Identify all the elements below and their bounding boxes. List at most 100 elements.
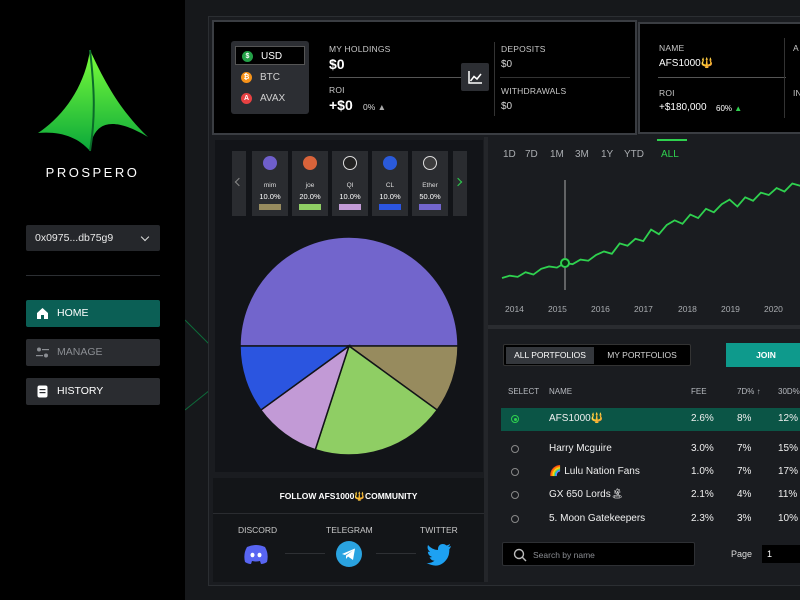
col-select: SELECT xyxy=(508,387,540,396)
token-percent: 10.0% xyxy=(259,192,281,201)
twitter-label: TWITTER xyxy=(420,525,458,535)
tab-my-portfolios[interactable]: MY PORTFOLIOS xyxy=(607,350,677,360)
token-color-swatch xyxy=(339,204,361,210)
community-divider xyxy=(213,513,484,514)
range-active-indicator xyxy=(657,139,687,141)
my-holdings-label: MY HOLDINGS xyxy=(329,44,391,54)
token-percent: 10.0% xyxy=(379,192,401,201)
scroll-left-button[interactable] xyxy=(232,151,246,216)
row-fee: 2.6% xyxy=(691,413,714,424)
discord-label: DISCORD xyxy=(238,525,278,535)
table-row[interactable]: 5. Moon Gatekeepers 2.3% 3% 10% xyxy=(501,508,800,531)
currency-avax-label: AVAX xyxy=(260,93,286,104)
token-card-mim[interactable]: mim 10.0% xyxy=(252,151,288,216)
token-card-ether[interactable]: Ether 50.0% xyxy=(412,151,448,216)
sliders-icon xyxy=(36,347,49,358)
search-input[interactable] xyxy=(533,547,688,562)
tab-all-portfolios[interactable]: ALL PORTFOLIOS xyxy=(506,347,594,364)
panel-separator xyxy=(484,137,488,582)
roi-label: ROI xyxy=(329,85,345,95)
currency-usd-label: USD xyxy=(261,51,283,62)
col-30d[interactable]: 30D% xyxy=(778,387,800,396)
token-card-cl[interactable]: CL 10.0% xyxy=(372,151,408,216)
row-radio[interactable] xyxy=(511,415,519,423)
deposits-divider xyxy=(500,77,630,78)
performance-series-line xyxy=(501,182,800,279)
triangle-up-icon: ▲ xyxy=(734,104,743,113)
search-icon xyxy=(513,548,527,562)
pf-divider xyxy=(658,77,786,78)
range-all[interactable]: ALL xyxy=(661,149,679,160)
pie-slice-cl xyxy=(239,345,352,412)
range-ytd[interactable]: YTD xyxy=(624,149,644,160)
twitter-icon[interactable] xyxy=(425,540,453,568)
currency-btc-label: BTC xyxy=(260,72,280,83)
discord-icon[interactable] xyxy=(242,540,270,568)
token-card-joe[interactable]: joe 20.0% xyxy=(292,151,328,216)
row-7d: 8% xyxy=(737,413,752,424)
table-row[interactable]: 🌈 Lulu Nation Fans 1.0% 7% 17% xyxy=(501,461,800,484)
chevron-left-icon xyxy=(234,177,244,187)
token-color-swatch xyxy=(419,204,441,210)
row-7d: 7% xyxy=(737,443,752,454)
mim-icon xyxy=(263,156,277,170)
roi-percent: 0% ▲ xyxy=(363,102,387,112)
currency-usd[interactable]: $ USD xyxy=(235,46,305,65)
col-7d[interactable]: 7D% ↑ xyxy=(737,387,761,396)
currency-avax[interactable]: A AVAX xyxy=(235,89,305,108)
x-tick: 2016 xyxy=(591,304,610,314)
chart-toggle-button[interactable] xyxy=(461,63,489,91)
chart-divider xyxy=(488,325,800,329)
col-fee[interactable]: FEE xyxy=(691,387,707,396)
nav-history[interactable]: HISTORY xyxy=(26,378,160,405)
allocation-pie-chart xyxy=(239,236,459,456)
page-input[interactable]: 1 xyxy=(762,545,800,563)
qi-icon xyxy=(343,156,357,170)
token-percent: 50.0% xyxy=(419,192,441,201)
holdings-separator xyxy=(494,42,495,116)
range-1d[interactable]: 1D xyxy=(503,149,516,160)
telegram-label: TELEGRAM xyxy=(326,525,373,535)
row-radio[interactable] xyxy=(511,491,519,499)
nav-home[interactable]: HOME xyxy=(26,300,160,327)
deposits-label: DEPOSITS xyxy=(501,44,546,54)
currency-btc[interactable]: ₿ BTC xyxy=(235,68,305,87)
join-button[interactable]: JOIN xyxy=(726,343,800,367)
token-card-qi[interactable]: QI 10.0% xyxy=(332,151,368,216)
token-color-swatch xyxy=(259,204,281,210)
token-name: CL xyxy=(385,182,395,189)
deposits-value: $0 xyxy=(501,59,513,70)
telegram-icon[interactable] xyxy=(335,540,363,568)
sidebar: PROSPERO 0x0975...db75g9 HOME MANAGE HIS… xyxy=(0,0,185,600)
pf-roi-percent: 60% ▲ xyxy=(716,104,743,113)
wallet-selector[interactable]: 0x0975...db75g9 xyxy=(26,225,160,251)
portfolio-card xyxy=(638,22,800,134)
row-radio[interactable] xyxy=(511,468,519,476)
table-row[interactable]: Harry Mcguire 3.0% 7% 15% xyxy=(501,438,800,461)
joe-icon xyxy=(303,156,317,170)
wallet-address: 0x0975...db75g9 xyxy=(35,232,114,244)
row-7d: 3% xyxy=(737,513,752,524)
avax-icon: A xyxy=(241,93,252,104)
performance-line-chart xyxy=(501,180,800,290)
table-row[interactable]: AFS1000🔱 2.6% 8% 12% xyxy=(501,408,800,431)
scroll-right-button[interactable] xyxy=(453,151,467,216)
nav-manage[interactable]: MANAGE xyxy=(26,339,160,366)
range-3m[interactable]: 3M xyxy=(575,149,589,160)
hover-point[interactable] xyxy=(560,258,570,269)
range-1m[interactable]: 1M xyxy=(550,149,564,160)
row-radio[interactable] xyxy=(511,515,519,523)
token-name: Ether xyxy=(422,182,438,189)
table-row[interactable]: GX 650 Lords🏝 2.1% 4% 11% xyxy=(501,484,800,507)
chevron-right-icon xyxy=(453,177,463,187)
range-1y[interactable]: 1Y xyxy=(601,149,614,160)
token-name: joe xyxy=(305,182,315,189)
token-color-swatch xyxy=(379,204,401,210)
row-radio[interactable] xyxy=(511,445,519,453)
document-icon xyxy=(37,385,48,398)
row-fee: 2.1% xyxy=(691,489,714,500)
connector-line xyxy=(376,553,416,554)
range-7d[interactable]: 7D xyxy=(525,149,538,160)
pf-roi-value: +$180,000 xyxy=(659,102,707,113)
token-percent: 10.0% xyxy=(339,192,361,201)
